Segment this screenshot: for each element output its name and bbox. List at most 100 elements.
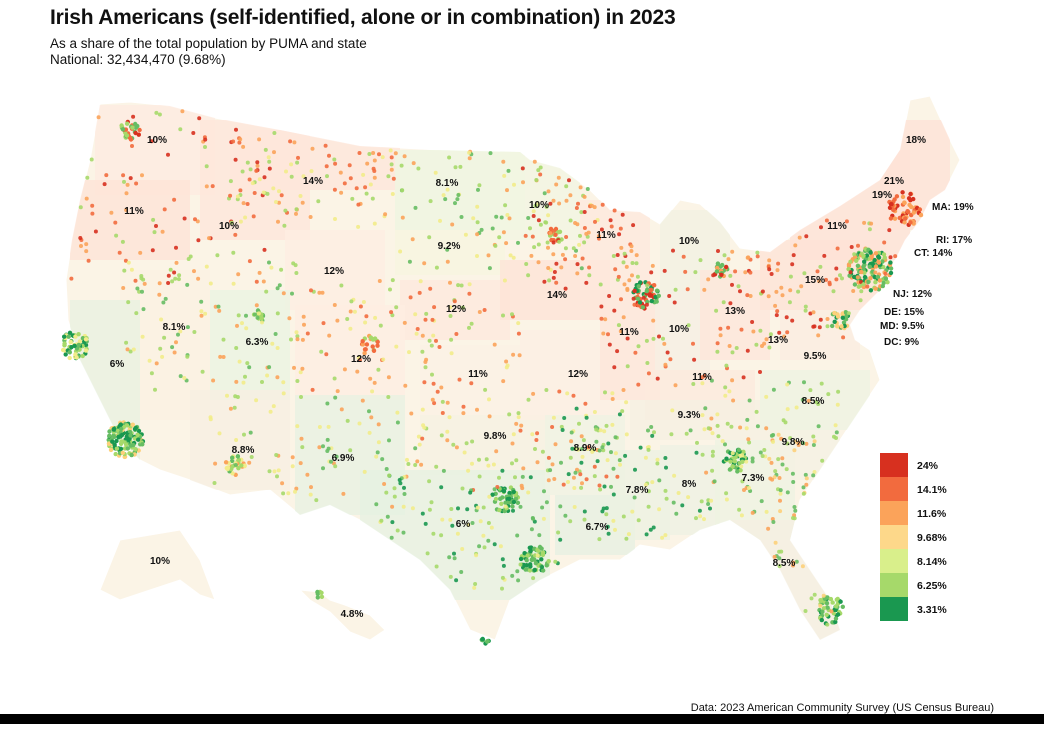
puma-dot [429, 500, 434, 505]
puma-dot [160, 354, 165, 359]
subtitle-line-1: As a share of the total population by PU… [50, 36, 367, 51]
puma-dot [235, 194, 240, 199]
puma-dot [607, 342, 612, 347]
puma-dot [834, 430, 839, 435]
puma-dot [266, 155, 271, 160]
puma-dot [439, 433, 444, 438]
puma-dot [510, 312, 514, 317]
puma-dot [575, 262, 580, 267]
puma-dot [402, 320, 407, 325]
puma-dot [119, 426, 124, 432]
puma-dot [557, 201, 562, 206]
puma-dot [498, 544, 503, 549]
state-label-sc: 9.8% [782, 437, 805, 448]
puma-dot [527, 568, 533, 573]
puma-dot [439, 533, 444, 538]
puma-dot [122, 268, 127, 273]
puma-dot [120, 127, 126, 132]
puma-dot [130, 422, 135, 427]
puma-dot [567, 178, 571, 183]
puma-dot [832, 607, 837, 612]
puma-dot [486, 463, 491, 468]
puma-dot [363, 320, 368, 325]
puma-dot [516, 578, 521, 583]
puma-dot [657, 478, 662, 483]
puma-dot [131, 442, 136, 448]
puma-dot [235, 454, 240, 459]
puma-dot [735, 469, 740, 474]
puma-dot [398, 249, 403, 254]
puma-dot [118, 422, 124, 427]
puma-dot [123, 258, 128, 263]
puma-dot [714, 269, 719, 274]
puma-dot [473, 582, 478, 586]
puma-dot [298, 194, 303, 198]
puma-dot [715, 261, 721, 266]
state-label-sd: 9.2% [438, 241, 461, 252]
puma-dot [474, 553, 479, 558]
puma-dot [66, 334, 71, 339]
puma-dot [511, 508, 515, 513]
puma-dot [773, 303, 778, 308]
puma-dot [233, 463, 238, 467]
puma-dot [357, 151, 362, 155]
puma-dot [447, 415, 452, 420]
state-label-ut: 6.3% [246, 337, 269, 348]
puma-dot [903, 216, 908, 221]
puma-dot [247, 177, 252, 182]
puma-dot [377, 152, 381, 157]
puma-dot [684, 431, 689, 436]
puma-dot [274, 200, 278, 204]
puma-dot [69, 276, 74, 281]
puma-dot [490, 226, 495, 231]
puma-dot [542, 279, 547, 284]
puma-dot [157, 292, 162, 297]
state-label-az: 8.8% [232, 445, 255, 456]
puma-dot [649, 270, 654, 275]
puma-dot [389, 310, 394, 315]
puma-dot [261, 190, 266, 195]
puma-dot [802, 380, 806, 385]
puma-dot [293, 263, 298, 268]
puma-dot [516, 415, 521, 420]
puma-dot [447, 555, 452, 560]
puma-dot [374, 454, 379, 459]
state-label-nj: NJ: 12% [893, 289, 932, 300]
puma-dot [254, 398, 259, 403]
puma-dot [535, 460, 540, 465]
puma-dot [774, 289, 779, 294]
puma-dot [811, 473, 816, 478]
puma-dot [852, 252, 857, 257]
puma-dot [510, 573, 515, 578]
puma-dot [407, 259, 412, 264]
puma-dot [778, 491, 783, 496]
puma-dot [367, 430, 372, 435]
puma-dot [594, 439, 599, 444]
puma-dot [835, 246, 840, 251]
puma-dot [637, 300, 643, 305]
puma-dot [501, 230, 506, 235]
puma-dot [762, 448, 767, 452]
puma-dot [551, 198, 556, 203]
puma-dot [710, 468, 715, 473]
puma-dot [288, 139, 293, 144]
puma-dot [203, 311, 208, 316]
puma-dot [767, 267, 772, 272]
state-label-wi: 11% [596, 230, 616, 241]
puma-dot [800, 564, 805, 569]
puma-dot [581, 438, 586, 443]
puma-dot [726, 257, 731, 262]
puma-dot [238, 188, 243, 193]
puma-dot [401, 530, 406, 535]
puma-dot [333, 161, 338, 166]
puma-dot [652, 283, 657, 288]
puma-dot [773, 469, 778, 474]
puma-dot [740, 453, 745, 458]
puma-dot [841, 320, 847, 325]
puma-dot [416, 434, 421, 439]
puma-dot [544, 500, 549, 505]
puma-dot [747, 440, 752, 445]
puma-dot [248, 167, 253, 172]
puma-dot [295, 337, 300, 342]
puma-dot [868, 288, 874, 293]
